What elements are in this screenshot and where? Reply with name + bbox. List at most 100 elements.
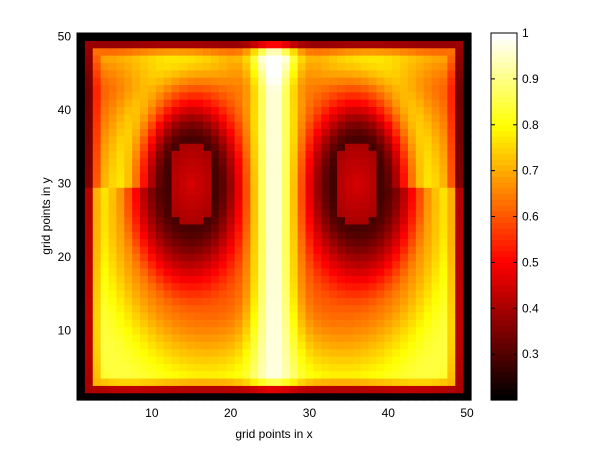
heatmap-cell (281, 209, 291, 218)
heatmap-cell (321, 187, 330, 196)
heatmap-cell (313, 99, 322, 107)
heatmap-cell (274, 363, 283, 372)
heatmap-cell (337, 333, 346, 342)
heatmap-cell (108, 128, 117, 137)
heatmap-cell (195, 106, 204, 115)
heatmap-cell (400, 311, 409, 320)
heatmap-cell (171, 172, 181, 181)
heatmap-cell (384, 260, 393, 269)
heatmap-cell (423, 99, 433, 107)
heatmap-cell (407, 150, 417, 159)
heatmap-cell (147, 113, 157, 122)
heatmap-cell (447, 62, 456, 71)
heatmap-cell (92, 341, 102, 350)
colorbar-swatch (491, 96, 517, 103)
heatmap-cell (163, 187, 173, 196)
heatmap-cell (439, 40, 448, 49)
heatmap-cell (431, 363, 441, 372)
heatmap-cell (423, 121, 433, 130)
heatmap-cell (266, 370, 275, 379)
heatmap-cell (463, 238, 472, 247)
heatmap-cell (195, 47, 204, 56)
heatmap-cell (305, 128, 314, 137)
heatmap-cell (171, 194, 181, 203)
heatmap-cell (203, 157, 212, 166)
heatmap-cell (447, 253, 456, 262)
heatmap-cell (218, 253, 228, 262)
heatmap-cell (171, 201, 181, 210)
heatmap-cell (439, 157, 448, 166)
heatmap-cell (266, 84, 275, 93)
heatmap-cell (234, 172, 244, 181)
heatmap-cell (407, 84, 417, 93)
heatmap-cell (242, 77, 251, 85)
heatmap-cell (392, 238, 401, 247)
heatmap-cell (258, 91, 267, 100)
x-tick-label: 50 (460, 406, 474, 420)
heatmap-cell (415, 165, 425, 174)
heatmap-cell (368, 326, 378, 335)
heatmap-cell (407, 121, 417, 130)
heatmap-cell (415, 311, 425, 320)
heatmap-cell (155, 304, 165, 313)
heatmap-cell (431, 326, 441, 335)
heatmap-cell (226, 253, 236, 262)
heatmap-cell (352, 355, 362, 364)
heatmap-cell (329, 128, 338, 137)
heatmap-cell (266, 99, 275, 107)
heatmap-cell (203, 260, 212, 269)
heatmap-cell (155, 77, 165, 85)
heatmap-cell (455, 333, 464, 342)
colorbar-swatch (491, 44, 517, 51)
heatmap-cell (147, 385, 157, 394)
heatmap-cell (384, 289, 393, 298)
heatmap-cell (463, 297, 472, 306)
colorbar-swatch (491, 153, 517, 160)
heatmap-cell (305, 238, 314, 247)
heatmap-cell (132, 187, 141, 196)
heatmap-cell (400, 319, 409, 328)
heatmap-cell (360, 311, 370, 320)
heatmap-cell (234, 150, 244, 159)
heatmap-cell (305, 253, 314, 262)
heatmap-cell (329, 33, 338, 41)
heatmap-cell (384, 319, 393, 328)
heatmap-cell (242, 289, 251, 298)
heatmap-cell (392, 370, 401, 379)
heatmap-cell (203, 165, 212, 174)
heatmap-cell (84, 267, 94, 276)
heatmap-cell (384, 275, 393, 284)
heatmap-cell (415, 40, 425, 49)
heatmap-cell (423, 319, 433, 328)
heatmap-cell (447, 135, 456, 144)
heatmap-cell (84, 187, 94, 196)
heatmap-cell (203, 99, 212, 107)
heatmap-cell (124, 157, 133, 166)
colorbar-swatch (491, 113, 517, 120)
heatmap-cell (281, 319, 291, 328)
heatmap-cell (250, 275, 259, 284)
heatmap-cell (289, 289, 299, 298)
heatmap-cell (344, 157, 354, 166)
heatmap-cell (92, 33, 102, 41)
heatmap-cell (376, 377, 385, 386)
heatmap-cell (195, 282, 204, 291)
heatmap-cell (289, 201, 299, 210)
heatmap-cell (329, 77, 338, 85)
heatmap-cell (234, 348, 244, 357)
heatmap-cell (455, 69, 464, 78)
heatmap-cell (329, 55, 338, 63)
heatmap-cell (234, 128, 244, 137)
heatmap-cell (155, 223, 165, 232)
heatmap-cell (376, 385, 385, 394)
heatmap-cell (344, 106, 354, 115)
heatmap-cell (124, 135, 133, 144)
heatmap-cell (431, 201, 441, 210)
heatmap-cell (108, 55, 117, 63)
heatmap-cell (171, 370, 181, 379)
heatmap-cell (124, 348, 133, 357)
heatmap-cell (439, 91, 448, 100)
heatmap-cell (344, 311, 354, 320)
heatmap-cell (163, 209, 173, 218)
heatmap-cell (179, 238, 188, 247)
